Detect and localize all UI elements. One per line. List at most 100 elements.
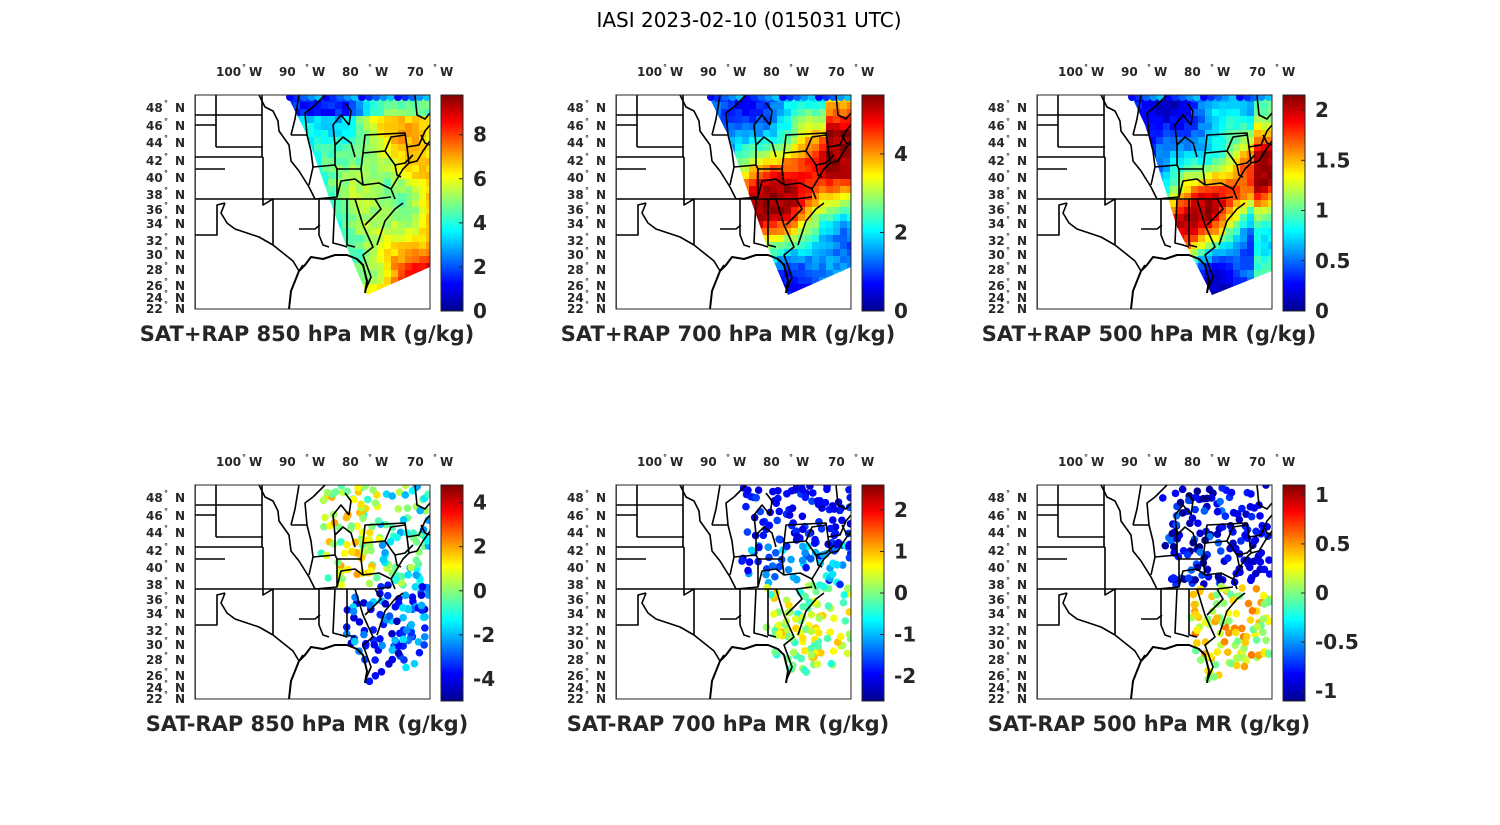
svg-text:°: ° <box>585 289 589 298</box>
svg-text:28: 28 <box>988 263 1005 277</box>
lat-tick-label: 26 ° N <box>567 277 606 293</box>
svg-text:42: 42 <box>146 544 163 558</box>
svg-text:N: N <box>175 234 185 248</box>
svg-text:N: N <box>175 544 185 558</box>
svg-text:N: N <box>596 638 606 652</box>
svg-text:34: 34 <box>988 607 1005 621</box>
svg-text:90: 90 <box>279 65 296 79</box>
svg-text:°: ° <box>164 117 168 126</box>
svg-text:44: 44 <box>146 526 163 540</box>
lat-tick-label: 38 ° N <box>988 576 1027 592</box>
colorbar: -2 -1 0 1 2 <box>861 484 916 702</box>
svg-text:°: ° <box>585 507 589 516</box>
svg-text:70: 70 <box>407 455 424 469</box>
svg-text:W: W <box>375 455 388 469</box>
svg-text:38: 38 <box>988 578 1005 592</box>
svg-text:40: 40 <box>146 171 163 185</box>
lat-tick-label: 32 ° N <box>988 232 1027 248</box>
lat-tick-label: 48 ° N <box>988 489 1027 505</box>
svg-text:26: 26 <box>146 279 163 293</box>
svg-text:°: ° <box>164 289 168 298</box>
svg-text:32: 32 <box>988 624 1005 638</box>
lon-tick-label: 90 ° W <box>279 63 325 79</box>
svg-text:22: 22 <box>988 302 1005 316</box>
svg-text:W: W <box>670 455 683 469</box>
svg-text:W: W <box>861 455 874 469</box>
svg-text:N: N <box>1017 154 1027 168</box>
svg-text:°: ° <box>585 576 589 585</box>
svg-text:°: ° <box>585 300 589 309</box>
colorbar-tick-label: 1 <box>1315 483 1329 507</box>
svg-text:42: 42 <box>146 154 163 168</box>
lat-tick-label: 38 ° N <box>146 186 185 202</box>
panel-title: SAT-RAP 850 hPa MR (g/kg) <box>146 712 469 736</box>
svg-text:34: 34 <box>567 217 584 231</box>
svg-text:°: ° <box>368 63 372 72</box>
svg-text:°: ° <box>1147 63 1151 72</box>
svg-text:°: ° <box>305 63 309 72</box>
svg-text:N: N <box>596 171 606 185</box>
svg-text:°: ° <box>164 605 168 614</box>
svg-text:W: W <box>312 65 325 79</box>
colorbar-tick-label: 1.5 <box>1315 148 1350 172</box>
map-frame <box>615 484 852 700</box>
svg-text:N: N <box>1017 136 1027 150</box>
svg-text:46: 46 <box>146 119 163 133</box>
lon-tick-label: 90 ° W <box>700 63 746 79</box>
svg-text:36: 36 <box>146 593 163 607</box>
svg-text:N: N <box>596 188 606 202</box>
svg-text:N: N <box>1017 263 1027 277</box>
lat-tick-label: 48 ° N <box>567 489 606 505</box>
svg-text:N: N <box>175 203 185 217</box>
svg-text:36: 36 <box>567 593 584 607</box>
svg-text:°: ° <box>585 542 589 551</box>
svg-text:°: ° <box>585 622 589 631</box>
map-panel-6: 100 ° W 90 ° W 80 ° W 70 ° W48 ° N46 ° N44 ° N42 ° N40 ° N38 °… <box>988 453 1359 736</box>
lat-tick-label: 44 ° N <box>988 524 1027 540</box>
lat-tick-label: 24 ° N <box>146 679 185 695</box>
colorbar: -4 -2 0 2 4 <box>440 484 495 702</box>
svg-text:38: 38 <box>146 578 163 592</box>
svg-text:70: 70 <box>407 65 424 79</box>
lat-tick-label: 30 ° N <box>146 636 185 652</box>
svg-text:°: ° <box>1006 186 1010 195</box>
svg-text:24: 24 <box>988 681 1005 695</box>
svg-text:N: N <box>1017 119 1027 133</box>
svg-text:N: N <box>175 624 185 638</box>
svg-text:N: N <box>596 544 606 558</box>
colorbar-tick-label: 8 <box>473 123 487 147</box>
svg-text:46: 46 <box>988 509 1005 523</box>
svg-text:80: 80 <box>763 65 780 79</box>
lon-tick-label: 90 ° W <box>700 453 746 469</box>
lat-tick-label: 48 ° N <box>988 99 1027 115</box>
colorbar-tick-label: -2 <box>894 664 916 688</box>
svg-text:42: 42 <box>567 544 584 558</box>
lat-tick-label: 42 ° N <box>988 152 1027 168</box>
lat-tick-label: 44 ° N <box>146 134 185 150</box>
colorbar-tick-label: 0 <box>894 581 908 605</box>
svg-text:°: ° <box>164 524 168 533</box>
svg-text:34: 34 <box>567 607 584 621</box>
svg-text:90: 90 <box>279 455 296 469</box>
lat-tick-label: 26 ° N <box>146 667 185 683</box>
svg-text:22: 22 <box>146 302 163 316</box>
svg-text:°: ° <box>663 63 667 72</box>
svg-text:90: 90 <box>1121 455 1138 469</box>
svg-text:N: N <box>1017 203 1027 217</box>
svg-text:36: 36 <box>567 203 584 217</box>
svg-text:°: ° <box>1084 453 1088 462</box>
svg-text:W: W <box>1091 65 1104 79</box>
lon-tick-label: 100 ° W <box>216 453 262 469</box>
lat-tick-label: 40 ° N <box>988 559 1027 575</box>
lat-tick-label: 28 ° N <box>567 261 606 277</box>
svg-text:°: ° <box>1006 99 1010 108</box>
svg-text:24: 24 <box>988 291 1005 305</box>
svg-text:°: ° <box>1210 63 1214 72</box>
colorbar-tick-label: 0 <box>473 299 487 323</box>
svg-text:80: 80 <box>1184 455 1201 469</box>
svg-text:°: ° <box>1006 690 1010 699</box>
lon-tick-label: 90 ° W <box>1121 453 1167 469</box>
svg-text:°: ° <box>164 152 168 161</box>
colorbar: 0 2 4 <box>861 94 908 323</box>
